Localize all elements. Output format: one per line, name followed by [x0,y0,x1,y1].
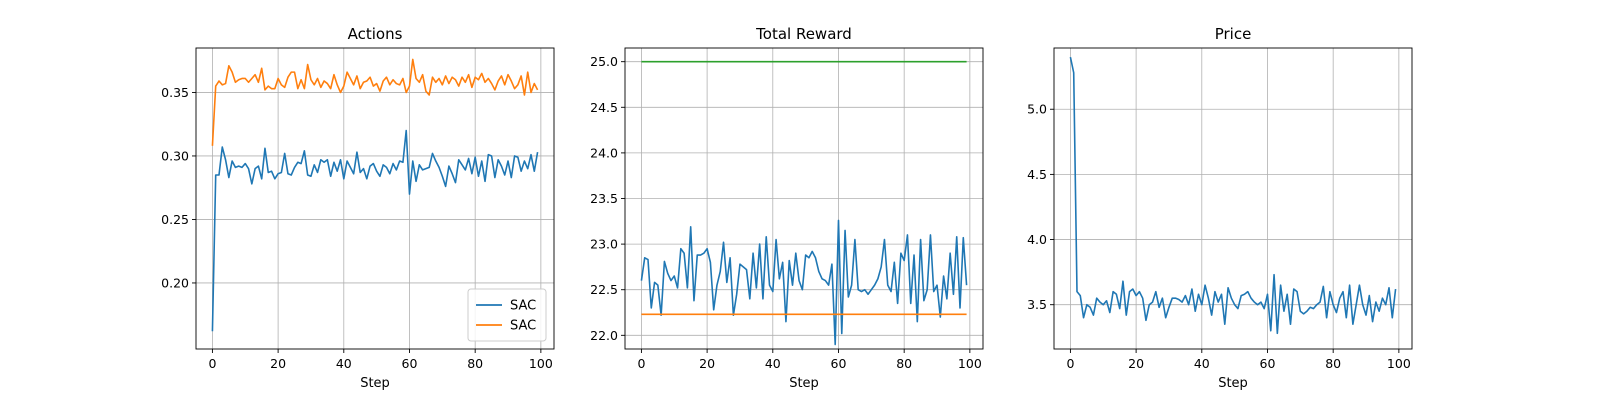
legend-label: SAC [510,299,536,314]
legend-label: SAC [510,319,536,334]
legend-box [467,288,547,342]
x-tick-label: 40 [336,356,352,371]
y-tick-label: 24.0 [590,145,618,160]
y-tick-label: 24.5 [590,100,618,115]
y-tick-label: 22.0 [590,328,618,343]
chart-title: Total Reward [755,25,852,43]
y-tick-label: 23.5 [590,191,618,206]
y-tick-label: 23.0 [590,237,618,252]
y-tick-label: 4.5 [1027,167,1047,182]
x-tick-label: 40 [1194,356,1210,371]
subplot-3: 0 20 40 60 80 100 3.5 4.0 4.5 5.0 Price Step [1027,25,1413,391]
x-tick-label: 100 [1387,356,1411,371]
y-tick-label: 0.35 [161,85,189,100]
x-tick-label: 20 [699,356,715,371]
subplot-1: 0 20 40 60 80 100 0.20 0.25 0.30 0.35 Actions Step S… [161,25,555,391]
subplot-2: 0 20 40 60 80 100 22.0 22.5 23.0 23.5 24.0 24.5 25.0… [590,25,984,391]
y-tick-label: 25.0 [590,54,618,69]
subplots: 0 20 40 60 80 100 0.20 0.25 0.30 0.35 Actions Step S… [161,25,1413,391]
series-line-1 [640,219,968,346]
x-tick-label: 80 [896,356,912,371]
y-tick-label: 0.20 [161,275,189,290]
x-tick-label: 40 [765,356,781,371]
x-tick-label: 80 [467,356,483,371]
legend: SAC SAC [467,288,547,342]
y-tick-label: 22.5 [590,282,618,297]
x-tick-label: 20 [1128,356,1144,371]
axes-frame [195,47,555,350]
chart-title: Price [1215,25,1252,43]
series-line-2 [211,58,539,146]
x-tick-label: 60 [1260,356,1276,371]
x-tick-label: 100 [529,356,553,371]
series-line-1 [211,129,539,332]
x-tick-label: 100 [958,356,982,371]
x-axis-label: Step [789,376,819,391]
x-tick-label: 0 [637,356,645,371]
axes-frame [1053,47,1413,350]
x-axis-label: Step [360,376,390,391]
x-axis-label: Step [1218,376,1248,391]
series-line-1 [1069,56,1397,335]
x-tick-label: 20 [270,356,286,371]
x-tick-label: 0 [208,356,216,371]
x-tick-label: 80 [1325,356,1341,371]
x-tick-label: 0 [1066,356,1074,371]
y-tick-label: 0.25 [161,212,189,227]
x-tick-label: 60 [831,356,847,371]
y-tick-label: 4.0 [1027,232,1047,247]
y-tick-label: 3.5 [1027,297,1047,312]
chart-title: Actions [348,25,403,43]
x-tick-label: 60 [402,356,418,371]
y-tick-label: 5.0 [1027,102,1047,117]
y-tick-label: 0.30 [161,148,189,163]
